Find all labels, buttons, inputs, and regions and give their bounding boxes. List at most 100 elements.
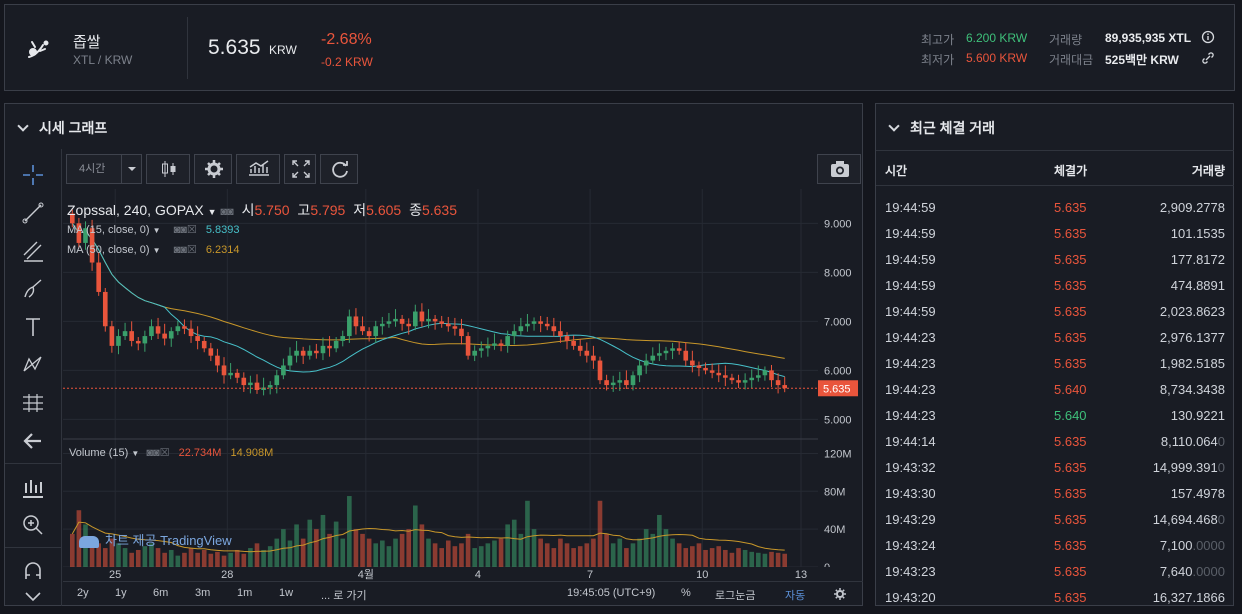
gear-icon <box>205 160 223 178</box>
snapshot-button[interactable] <box>817 154 861 184</box>
candle <box>703 367 708 371</box>
settings-button[interactable] <box>194 154 232 184</box>
arrow-left-icon[interactable] <box>19 427 47 455</box>
tradingview-watermark[interactable]: 차트 제공 TradingView <box>79 530 232 549</box>
legend-controls-icon[interactable]: ◙◙ <box>220 206 234 218</box>
candle <box>775 380 781 386</box>
caret-down-icon[interactable]: ▼ <box>207 207 217 217</box>
auto-scale-toggle[interactable]: 자동 <box>785 590 806 602</box>
trade-row: 19:43:32 5.635 14,999.3910 <box>876 455 1234 481</box>
range-1w[interactable]: 1w <box>279 587 294 599</box>
candle <box>604 380 609 386</box>
candle <box>333 340 339 349</box>
candle <box>584 350 590 356</box>
legend-controls-icon[interactable]: ◙◙☒ <box>173 244 197 256</box>
chevron-down-icon[interactable] <box>888 120 900 132</box>
legend-controls-icon[interactable]: ◙◙☒ <box>173 224 197 236</box>
caret-down-icon[interactable]: ▼ <box>131 449 140 458</box>
gear-icon[interactable] <box>833 587 847 601</box>
candle <box>459 328 464 337</box>
volume-bar <box>511 519 517 567</box>
percent-toggle[interactable]: % <box>681 587 691 599</box>
fib-tool-icon[interactable] <box>19 237 47 265</box>
chart-type-button[interactable] <box>146 154 190 184</box>
crosshair-icon[interactable] <box>19 161 47 189</box>
legend-controls-icon[interactable]: ◙◙☒ <box>146 447 170 459</box>
trade-price: 5.635 <box>1054 356 1087 371</box>
info-icon[interactable] <box>1201 30 1215 44</box>
chart-panel-header[interactable]: 시세 그래프 <box>17 118 107 138</box>
volume-bar <box>577 546 583 567</box>
amount-value: 525백만 KRW <box>1105 53 1179 67</box>
refresh-button[interactable] <box>320 154 358 184</box>
range-6m[interactable]: 6m <box>153 587 169 599</box>
ma15-legend[interactable]: MA (15, close, 0) ▼ ◙◙☒ 5.8393 <box>67 223 239 236</box>
trade-volume-value: 7,100 <box>1159 538 1193 553</box>
volume-bar <box>188 548 194 567</box>
volume-legend[interactable]: Volume (15) ▼ ◙◙☒ 22.734M 14.908M <box>69 446 273 459</box>
zoom-in-icon[interactable] <box>19 511 47 539</box>
interval-select[interactable]: 4시간 <box>66 154 142 184</box>
text-tool-icon[interactable] <box>19 313 47 341</box>
range-2y[interactable]: 2y <box>77 587 89 599</box>
candle <box>287 355 293 366</box>
price-axis[interactable]: 9.000 8.000 7.000 6.000 5.000 120M 80M 40M 0 5.63… <box>818 189 863 567</box>
open-label: 시 <box>241 202 255 218</box>
log-scale-toggle[interactable]: 로그눈금 <box>715 590 756 602</box>
volume-bar <box>531 529 537 567</box>
candle <box>511 331 517 337</box>
candle <box>234 372 240 378</box>
pattern-tool-icon[interactable] <box>19 351 47 379</box>
caret-down-icon[interactable]: ▼ <box>152 226 161 235</box>
volume-bar <box>749 551 755 567</box>
candlestick-chart[interactable] <box>63 189 818 567</box>
chevron-down-icon[interactable] <box>19 583 47 611</box>
volume-bar <box>340 538 346 567</box>
time-display[interactable]: 19:45:05 (UTC+9) <box>567 587 656 599</box>
volume-ma-path <box>71 521 785 553</box>
trade-row: 19:44:59 5.635 2,023.8623 <box>876 299 1234 325</box>
cloud-icon <box>79 535 99 548</box>
candle <box>544 323 550 327</box>
trend-line-icon[interactable] <box>19 199 47 227</box>
chevron-down-icon[interactable] <box>17 120 29 132</box>
range-3m[interactable]: 3m <box>195 587 211 599</box>
date-axis[interactable]: 25 28 4월 4 7 10 13 <box>63 567 818 581</box>
candle <box>498 343 504 346</box>
chart-legend-main[interactable]: Zopssal, 240, GOPAX ▼ ◙◙ 시5.750 고5.795 저… <box>67 200 457 220</box>
volume-bar <box>676 543 682 567</box>
candle <box>465 336 471 356</box>
trade-volume-padding: 0 <box>1217 434 1225 449</box>
caret-down-icon[interactable]: ▼ <box>152 246 161 255</box>
volume-bar <box>597 500 603 567</box>
brush-icon[interactable] <box>19 275 47 303</box>
object-tree-icon[interactable] <box>19 473 47 501</box>
fullscreen-button[interactable] <box>284 154 316 184</box>
measure-tool-icon[interactable] <box>19 389 47 417</box>
volume-bar <box>439 548 445 567</box>
trade-time: 19:44:23 <box>885 408 936 423</box>
link-icon[interactable] <box>1201 51 1215 65</box>
volume-bar <box>729 552 735 567</box>
volume-bar <box>432 543 438 567</box>
high-label: 최고가 <box>921 33 955 47</box>
volume-bar <box>412 505 418 567</box>
volume-bar <box>320 514 326 567</box>
magnet-icon[interactable] <box>19 557 47 585</box>
candle <box>723 375 728 378</box>
range-1y[interactable]: 1y <box>115 587 127 599</box>
candle <box>478 348 484 351</box>
ma50-legend[interactable]: MA (50, close, 0) ▼ ◙◙☒ 6.2314 <box>67 243 239 256</box>
indicators-icon <box>249 160 269 176</box>
candle <box>591 355 596 361</box>
trade-volume: 177.8172 <box>1171 252 1225 267</box>
candle <box>340 336 346 341</box>
range-1m[interactable]: 1m <box>237 587 253 599</box>
volume-bar <box>426 538 431 567</box>
indicators-button[interactable] <box>236 154 280 184</box>
trades-panel-header[interactable]: 최근 체결 거래 <box>888 118 995 138</box>
trade-row: 19:43:23 5.635 7,640.0000 <box>876 559 1234 585</box>
trade-volume-value: 157.4978 <box>1170 486 1225 501</box>
trade-price: 5.635 <box>1054 252 1087 267</box>
goto-date[interactable]: ... 로 가기 <box>321 590 367 602</box>
